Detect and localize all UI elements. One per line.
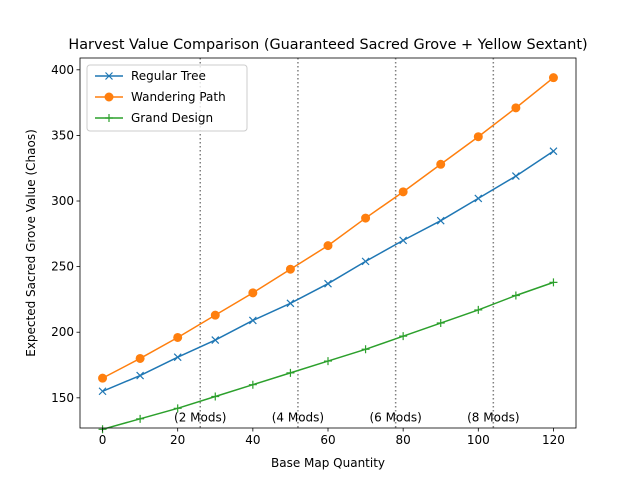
data-point: [210, 310, 220, 320]
data-point: [211, 336, 220, 345]
data-point: [105, 114, 113, 122]
legend-item: Regular Tree: [95, 69, 206, 83]
data-point: [211, 392, 220, 401]
data-point: [361, 213, 371, 223]
legend-item: Wandering Path: [95, 90, 226, 104]
legend: Regular Tree Wandering Path Grand Design: [86, 64, 248, 132]
x-tick-label: 80: [396, 433, 411, 447]
chart-title: Harvest Value Comparison (Guaranteed Sac…: [68, 37, 587, 53]
data-point: [361, 345, 370, 354]
data-point: [286, 368, 295, 377]
y-tick-label: 400: [51, 63, 74, 77]
data-point: [248, 380, 257, 389]
data-point: [173, 353, 182, 362]
x-axis-label: Base Map Quantity: [271, 456, 385, 470]
data-point: [399, 332, 408, 341]
data-point: [104, 92, 114, 102]
data-point: [285, 264, 295, 274]
threshold-label: (8 Mods): [467, 411, 519, 425]
data-point: [323, 241, 333, 251]
series-line: [102, 281, 554, 431]
data-point: [474, 194, 483, 203]
series-wandering-path: [98, 73, 558, 383]
x-tick-label: 100: [467, 433, 490, 447]
y-tick-label: 250: [51, 260, 74, 274]
series-regular-tree: [98, 147, 558, 396]
data-point: [98, 373, 108, 383]
data-point: [324, 279, 332, 288]
threshold-label: (4 Mods): [272, 411, 324, 425]
data-point: [511, 172, 520, 181]
data-point: [136, 371, 145, 380]
data-point: [436, 216, 445, 225]
y-tick-label: 300: [51, 194, 74, 208]
data-point: [511, 103, 521, 113]
y-axis-label: Expected Sacred Grove Value (Chaos): [24, 129, 38, 357]
data-point: [398, 187, 408, 197]
data-point: [286, 299, 295, 308]
data-point: [324, 357, 332, 366]
data-point: [549, 147, 558, 156]
x-tick-label: 120: [542, 433, 565, 447]
plot-area: (2 Mods) (4 Mods) (6 Mods) (8 Mods) 0 20 40 60 8…: [51, 57, 577, 447]
data-point: [399, 236, 408, 245]
x-tick-label: 60: [320, 433, 335, 447]
series-line: [102, 150, 554, 392]
y-tick-label: 200: [51, 325, 74, 339]
data-point: [248, 316, 257, 325]
data-point: [473, 132, 483, 142]
data-point: [98, 387, 107, 396]
data-point: [436, 319, 445, 328]
data-point: [135, 353, 145, 363]
data-point: [549, 278, 558, 287]
legend-label: Grand Design: [131, 111, 213, 125]
threshold-label: (2 Mods): [174, 411, 226, 425]
x-tick-label: 40: [245, 433, 260, 447]
legend-label: Wandering Path: [131, 90, 226, 104]
data-point: [548, 73, 558, 83]
data-point: [436, 159, 446, 169]
y-tick-label: 350: [51, 128, 74, 142]
data-point: [474, 305, 483, 314]
legend-box: [86, 64, 248, 132]
data-point: [105, 72, 113, 80]
data-point: [511, 291, 520, 300]
y-tick-label: 150: [51, 391, 74, 405]
series-grand-design: [98, 278, 558, 434]
threshold-label: (6 Mods): [369, 411, 421, 425]
x-tick-label: 20: [170, 433, 185, 447]
x-tick-label: 0: [99, 433, 107, 447]
legend-label: Regular Tree: [131, 69, 206, 83]
data-point: [173, 404, 182, 413]
data-point: [136, 414, 145, 423]
data-point: [248, 288, 258, 298]
legend-item: Grand Design: [95, 111, 213, 125]
data-point: [173, 332, 183, 342]
data-point: [361, 257, 370, 266]
